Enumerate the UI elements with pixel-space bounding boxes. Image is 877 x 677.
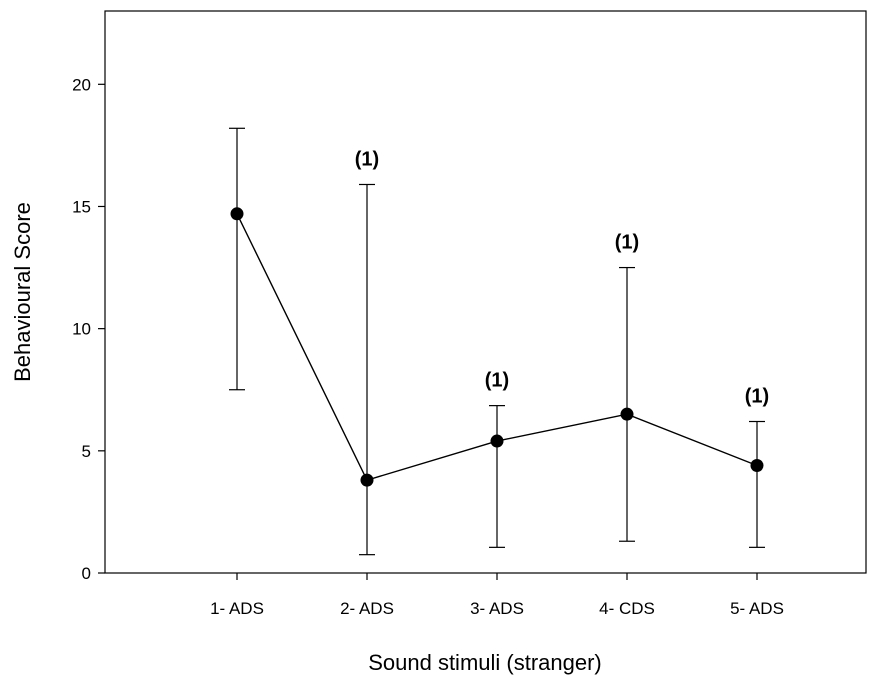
data-point <box>620 407 634 421</box>
x-tick-label: 4- CDS <box>599 599 655 618</box>
y-tick-label: 0 <box>82 564 91 583</box>
x-axis-title: Sound stimuli (stranger) <box>368 650 602 675</box>
data-point <box>360 473 374 487</box>
y-tick-label: 20 <box>72 75 91 94</box>
plot-frame <box>104 10 867 574</box>
significance-label: (1) <box>615 232 639 254</box>
data-point <box>230 207 244 221</box>
data-series <box>229 127 765 556</box>
significance-label: (1) <box>485 370 509 392</box>
y-tick-label: 10 <box>72 320 91 339</box>
annotations: (1) (1) (1) (1) <box>355 148 769 407</box>
y-axis-title: Behavioural Score <box>10 202 35 382</box>
x-tick-label: 3- ADS <box>470 599 524 618</box>
significance-label: (1) <box>355 148 379 170</box>
y-axis: 0 5 10 15 20 <box>72 75 105 583</box>
x-tick-label: 5- ADS <box>730 599 784 618</box>
y-tick-label: 5 <box>82 442 91 461</box>
x-tick-label: 1- ADS <box>210 599 264 618</box>
data-point <box>490 434 504 448</box>
y-tick-label: 15 <box>72 197 91 216</box>
data-point <box>750 458 764 472</box>
x-tick-label: 2- ADS <box>340 599 394 618</box>
x-axis: 1- ADS 2- ADS 3- ADS 4- CDS 5- ADS <box>210 573 784 618</box>
significance-label: (1) <box>745 386 769 408</box>
